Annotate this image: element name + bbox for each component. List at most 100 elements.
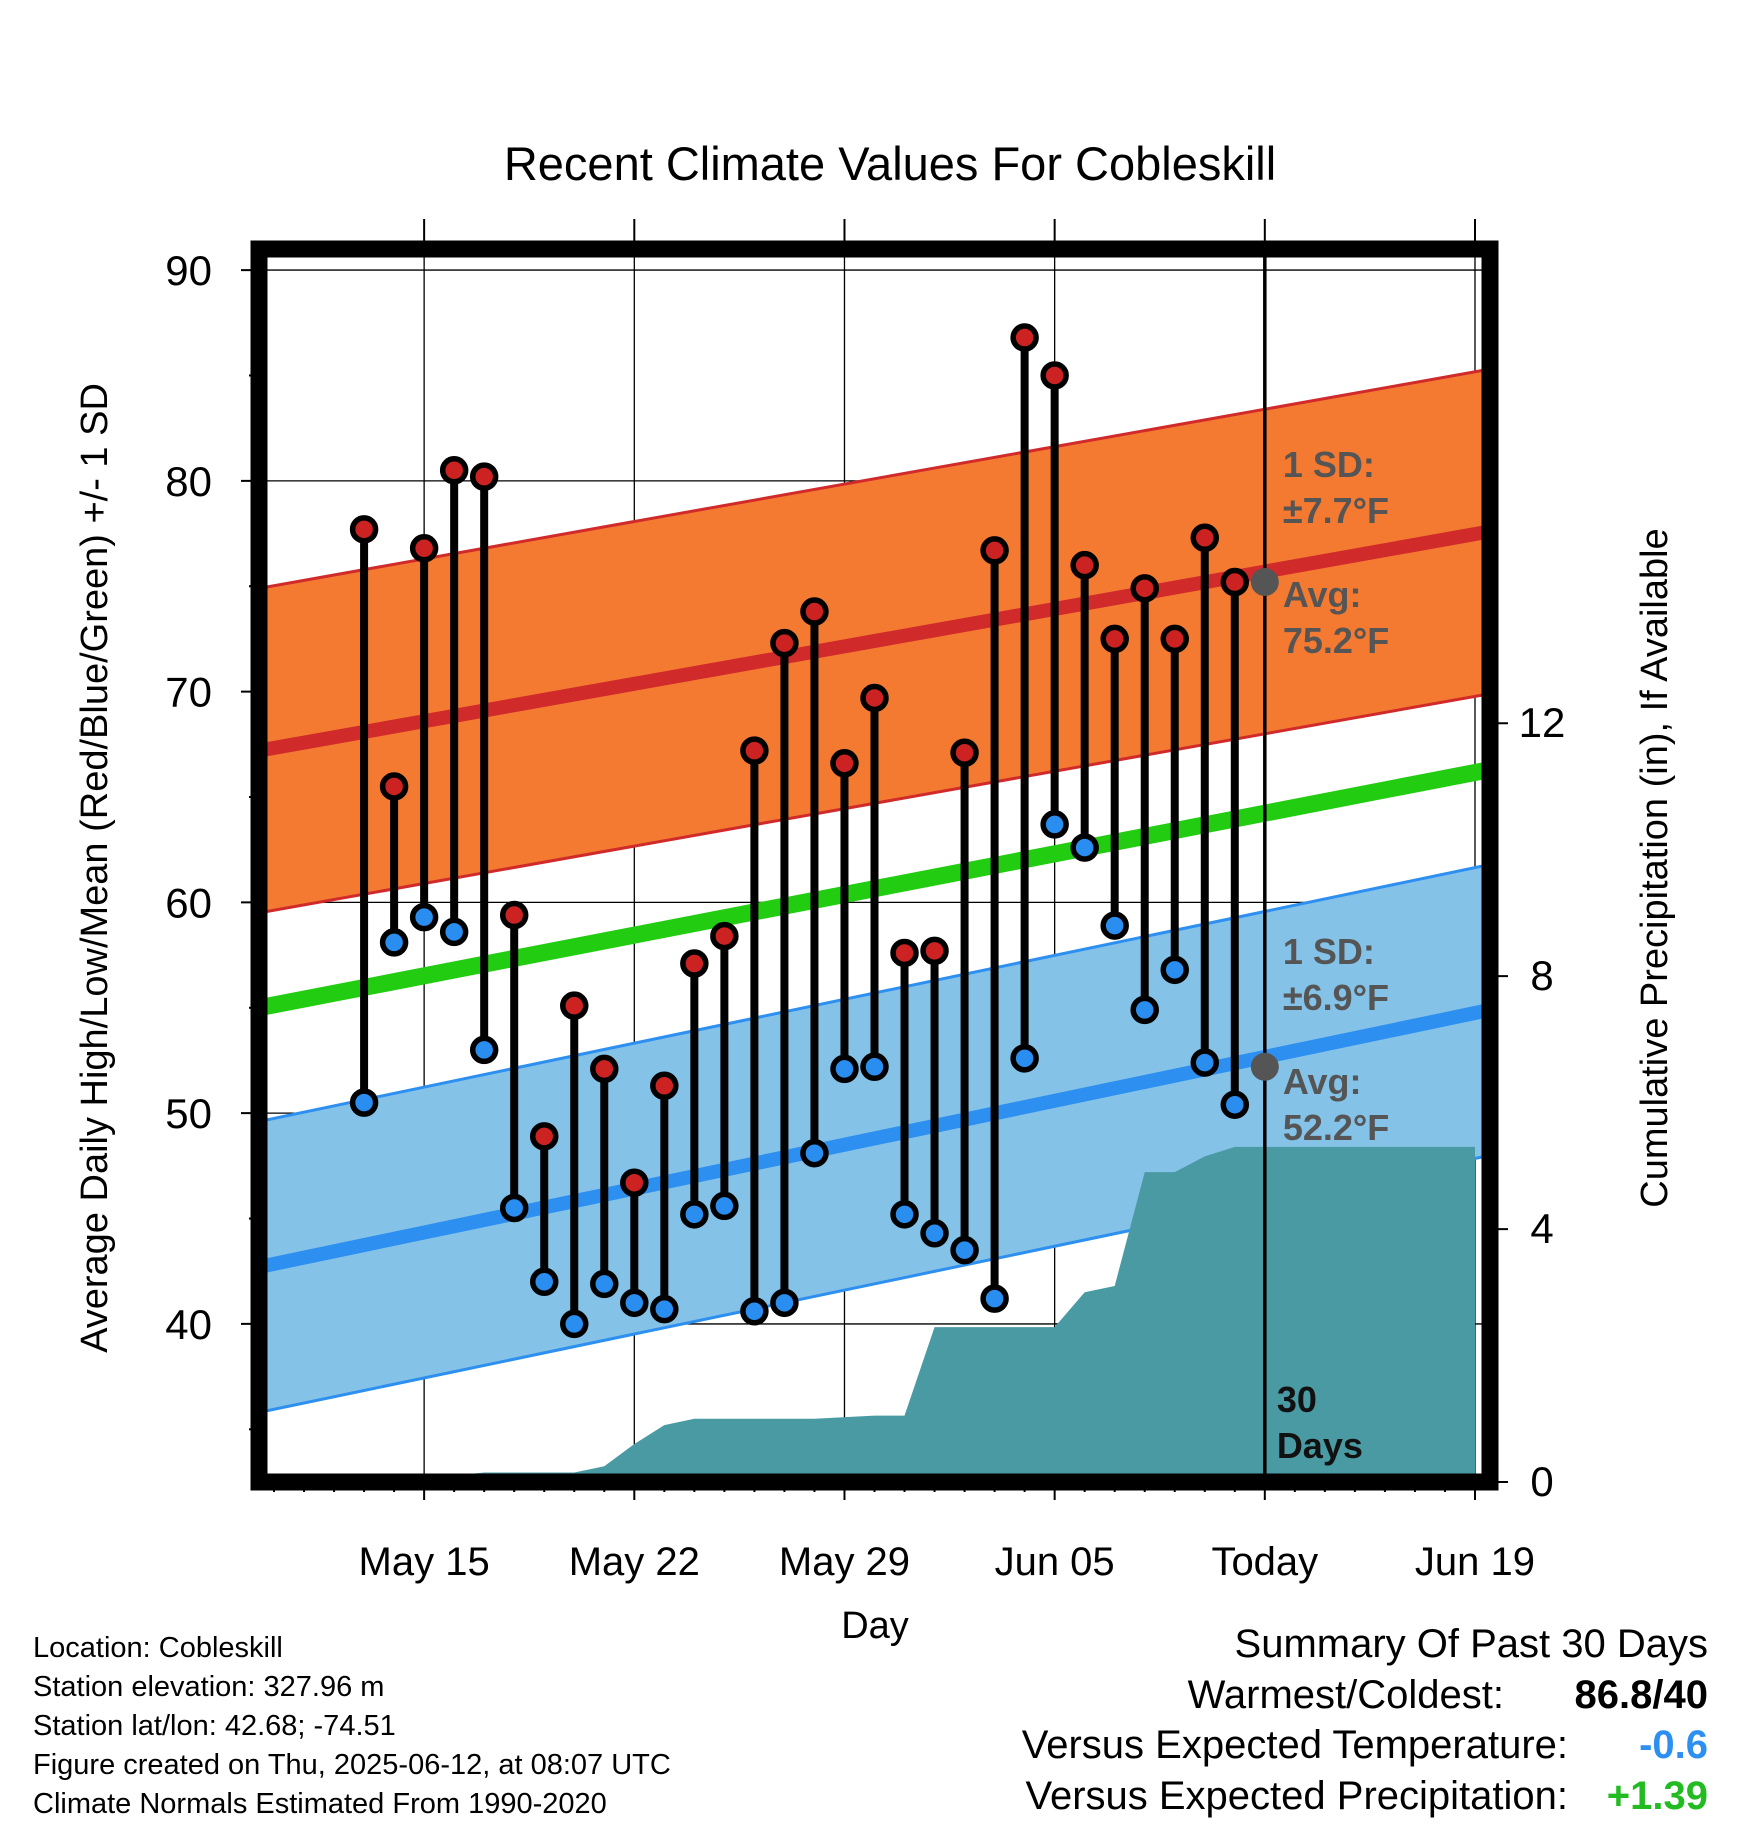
daily-high-point bbox=[439, 456, 469, 485]
daily-high-point bbox=[710, 921, 739, 951]
plot-inner bbox=[259, 249, 1490, 1482]
normal-high-line bbox=[259, 524, 1490, 758]
daily-high-point bbox=[1010, 323, 1039, 352]
daily-low-point bbox=[590, 1269, 619, 1299]
daily-low-point bbox=[1190, 1048, 1220, 1077]
daily-high-point bbox=[469, 462, 499, 491]
daily-low-point bbox=[439, 917, 469, 947]
daily-low-point bbox=[529, 1267, 559, 1297]
window-label-number: 30 bbox=[1277, 1379, 1317, 1420]
warmest-coldest-label: Warmest/Coldest: bbox=[1187, 1673, 1504, 1717]
low-avg-label: Avg: bbox=[1283, 1061, 1362, 1102]
daily-low-point bbox=[650, 1294, 679, 1324]
y-tick-label: 80 bbox=[165, 458, 212, 505]
high-avg-label: Avg: bbox=[1283, 574, 1362, 615]
daily-low-point bbox=[710, 1191, 739, 1221]
precip-anomaly-value: +1.39 bbox=[1606, 1774, 1708, 1818]
daily-high-point bbox=[1190, 523, 1220, 553]
daily-high-point bbox=[680, 949, 709, 978]
x-tick-label: Today bbox=[1211, 1540, 1318, 1584]
precipitation-area bbox=[364, 1146, 1475, 1482]
daily-high-point bbox=[379, 772, 409, 801]
today-low-avg-marker bbox=[1250, 1052, 1279, 1081]
x-tick-label: May 22 bbox=[569, 1540, 700, 1584]
y2-tick-label: 4 bbox=[1530, 1205, 1553, 1252]
daily-high-point bbox=[529, 1122, 559, 1151]
daily-high-point bbox=[1130, 574, 1159, 603]
daily-high-point bbox=[830, 749, 859, 778]
daily-low-point bbox=[860, 1052, 889, 1082]
daily-low-point bbox=[1040, 810, 1069, 839]
daily-high-point bbox=[650, 1071, 679, 1101]
x-tick-label: May 29 bbox=[779, 1540, 910, 1584]
daily-low-point bbox=[980, 1284, 1009, 1313]
precip-anomaly-label: Versus Expected Precipitation: bbox=[1025, 1774, 1568, 1818]
daily-high-point bbox=[800, 597, 829, 626]
station-location: Location: Cobleskill bbox=[33, 1632, 283, 1664]
daily-high-point bbox=[1220, 567, 1250, 597]
daily-low-point bbox=[379, 928, 409, 957]
daily-high-point bbox=[620, 1168, 649, 1197]
daily-low-point bbox=[680, 1200, 709, 1229]
x-tick-label: Jun 19 bbox=[1415, 1540, 1535, 1584]
daily-low-point bbox=[770, 1288, 799, 1318]
daily-low-point bbox=[499, 1193, 529, 1223]
y2-tick-label: 0 bbox=[1530, 1458, 1553, 1505]
high-avg-value: 75.2°F bbox=[1283, 620, 1389, 661]
plot-area: 1 SD: ±7.7°F Avg: 75.2°F 1 SD: ±6.9°F Avg: 52.2… bbox=[165, 219, 1565, 1584]
y-axis-title: Average Daily High/Low/Mean (Red/Blue/Gr… bbox=[74, 383, 116, 1353]
temp-anomaly-value: -0.6 bbox=[1639, 1723, 1708, 1767]
climate-normals-note: Climate Normals Estimated From 1990-2020 bbox=[33, 1788, 607, 1820]
daily-low-point bbox=[920, 1219, 949, 1248]
x-axis-title: Day bbox=[841, 1605, 909, 1647]
high-sd-value: ±7.7°F bbox=[1283, 490, 1389, 531]
daily-high-point bbox=[920, 936, 949, 966]
window-label-days: Days bbox=[1277, 1425, 1363, 1466]
daily-low-point bbox=[740, 1297, 769, 1326]
daily-high-point bbox=[980, 536, 1009, 565]
high-sd-label: 1 SD: bbox=[1283, 444, 1375, 485]
y2-tick-label: 8 bbox=[1530, 952, 1553, 999]
low-sd-label: 1 SD: bbox=[1283, 931, 1375, 972]
daily-high-point bbox=[560, 991, 589, 1020]
daily-low-point bbox=[800, 1138, 829, 1168]
daily-high-point bbox=[1040, 361, 1069, 390]
daily-high-point bbox=[950, 738, 979, 767]
daily-low-point bbox=[409, 902, 439, 932]
daily-low-point bbox=[950, 1235, 979, 1265]
daily-high-point bbox=[1100, 624, 1129, 654]
low-sd-value: ±6.9°F bbox=[1283, 977, 1389, 1018]
y-tick-label: 60 bbox=[165, 879, 212, 926]
daily-high-point bbox=[770, 628, 799, 658]
warmest-coldest-value: 86.8/40 bbox=[1574, 1673, 1708, 1717]
daily-low-point bbox=[1220, 1090, 1250, 1119]
x-tick-label: Jun 05 bbox=[995, 1540, 1115, 1584]
summary-title: Summary Of Past 30 Days bbox=[1234, 1622, 1708, 1666]
y-tick-label: 70 bbox=[165, 669, 212, 716]
x-tick-label: May 15 bbox=[359, 1540, 490, 1584]
daily-low-point bbox=[1160, 955, 1189, 985]
figure-created: Figure created on Thu, 2025-06-12, at 08… bbox=[33, 1749, 671, 1781]
y2-tick-label: 12 bbox=[1519, 699, 1566, 746]
daily-high-point bbox=[349, 515, 379, 544]
daily-low-point bbox=[1100, 911, 1129, 940]
daily-low-point bbox=[560, 1309, 589, 1339]
daily-low-point bbox=[620, 1288, 649, 1318]
daily-high-point bbox=[1160, 624, 1189, 654]
daily-high-point bbox=[1070, 550, 1099, 580]
today-high-avg-marker bbox=[1250, 568, 1279, 597]
chart-title: Recent Climate Values For Cobleskill bbox=[504, 137, 1276, 190]
daily-low-point bbox=[1130, 995, 1159, 1025]
y-tick-label: 40 bbox=[165, 1301, 212, 1348]
daily-high-point bbox=[860, 683, 889, 713]
station-elevation: Station elevation: 327.96 m bbox=[33, 1671, 385, 1703]
daily-low-point bbox=[1070, 833, 1099, 862]
daily-high-point bbox=[740, 736, 769, 765]
daily-low-point bbox=[890, 1200, 919, 1229]
y-tick-label: 50 bbox=[165, 1090, 212, 1137]
normal-high-band-upper-edge bbox=[259, 367, 1490, 590]
daily-high-point bbox=[890, 938, 919, 968]
daily-high-point bbox=[590, 1054, 619, 1084]
daily-low-point bbox=[830, 1054, 859, 1084]
